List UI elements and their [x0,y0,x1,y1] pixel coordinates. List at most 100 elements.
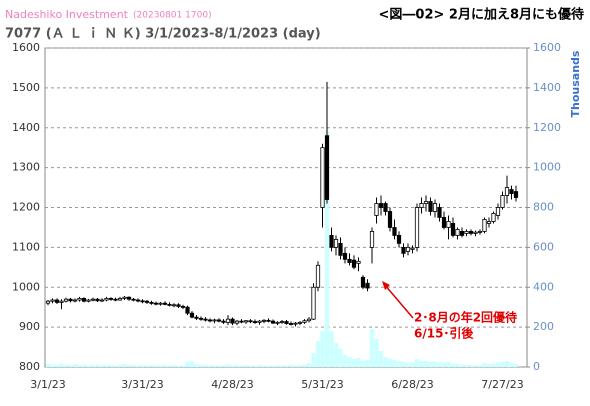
candle-body [207,319,213,322]
volume-bar [225,364,231,367]
y-tick-label: 1100 [12,240,40,253]
candle-body [140,300,145,303]
candle-body [54,299,60,303]
volume-bar [450,363,456,367]
volume-bar [275,365,280,367]
candle-body [306,318,312,322]
volume-bar [234,365,240,367]
candle-body [153,302,159,305]
x-tick-label: 5/31/23 [301,378,343,391]
volume-bar [140,365,145,367]
candle-body [221,320,226,323]
candle-body [329,235,334,248]
candle-body [293,322,298,325]
y-tick-label: 1300 [12,161,40,174]
candle-body [257,320,262,323]
y-tick-label: 1500 [12,81,40,94]
candle-body [158,302,163,305]
candle-body [198,317,204,320]
candle-body [342,252,348,260]
candle-body [468,231,474,234]
candle-body [248,320,253,323]
volume-bar [360,361,366,367]
volume-bar [500,362,505,367]
volume-bar [333,343,339,367]
volume-bar [108,365,114,367]
candle-body [171,304,177,307]
volume-bar [369,329,375,367]
volume-bar [459,364,465,367]
volume-bar [365,360,370,367]
candle-body [284,321,289,324]
volume-bar [315,341,321,367]
volume-bar [194,364,199,367]
volume-bar [153,365,159,367]
candle-body [374,203,379,216]
volume-bar [405,363,411,367]
y-tick-label: 1600 [12,41,40,54]
candle-body [486,221,492,224]
candle-body [473,231,478,234]
volume-bar [176,365,181,367]
volume-bar [464,365,469,367]
candle-body [63,298,69,302]
volume-bar [302,364,307,367]
volume-bar [486,364,492,367]
volume-bar [446,362,451,367]
volume-bar [122,364,127,367]
candle-body [225,318,231,323]
candle-body [270,320,276,324]
y2-tick-label: 600 [533,240,554,253]
y-tick-label: 1400 [12,121,40,134]
candle-body [117,298,123,301]
candle-body [428,201,433,212]
candle-body [450,223,456,236]
candle-body [68,298,73,302]
volume-bar [207,365,213,367]
candle-body [459,231,465,236]
candle-body [387,211,393,228]
volume-bar [203,365,208,367]
candle-body [72,299,78,302]
candle-body [504,187,510,196]
volume-bar [374,339,379,367]
annotation: 2･8月の年2回優待 [414,310,517,325]
volume-bar [396,361,402,367]
volume-bar [320,331,325,367]
candle-body [113,298,118,301]
candle-body [212,319,217,322]
candle-body [266,319,271,322]
volume-bar [329,331,334,367]
x-tick-label: 7/27/23 [481,378,523,391]
candle-body [513,191,519,198]
candle-body [180,305,186,308]
candle-body [464,231,469,234]
volume-bar [158,365,163,367]
candle-body [162,302,168,305]
candle-body [482,219,487,232]
candle-body [189,312,195,318]
volume-bar [347,357,352,367]
volume-bar [513,364,519,367]
volume-bar [99,365,105,367]
volume-bar [293,365,298,367]
candle-body [275,321,280,324]
volume-bar [180,365,186,367]
volume-bar [288,365,294,367]
candle-body [437,207,442,218]
volume-bar [324,131,330,367]
volume-bar [284,365,289,367]
volume-bar [455,364,460,367]
y2-tick-label: 0 [533,360,540,373]
volume-bar [135,365,141,367]
candle-body [144,300,150,303]
y2-tick-label: 800 [533,201,554,214]
y2-tick-label: 1000 [533,161,561,174]
candle-body [288,323,294,325]
candle-body [500,195,505,208]
candle-body [99,299,105,302]
volume-bar [113,365,118,367]
volume-bar [45,364,51,367]
volume-bar [221,365,226,367]
candle-body [81,298,87,302]
